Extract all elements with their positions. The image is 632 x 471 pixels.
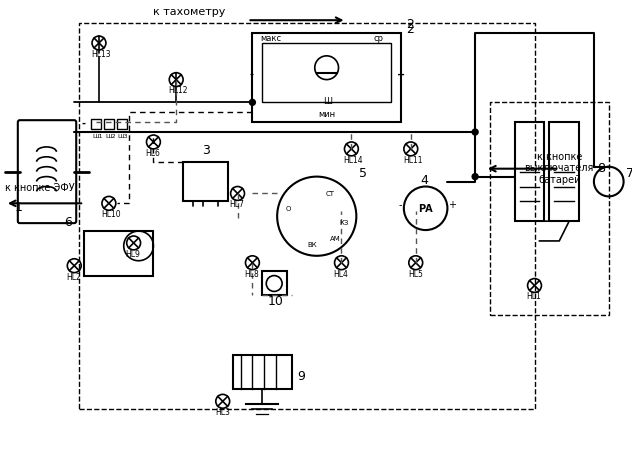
Bar xyxy=(514,122,544,221)
Text: к кнопке ЭФУ: к кнопке ЭФУ xyxy=(5,183,75,194)
Text: HL6: HL6 xyxy=(145,149,161,158)
Text: HL13: HL13 xyxy=(91,50,111,59)
Text: Ш1: Ш1 xyxy=(92,134,102,139)
Text: -: - xyxy=(399,200,403,210)
Text: HL9: HL9 xyxy=(126,250,140,259)
Text: РА: РА xyxy=(418,204,432,214)
Text: к кнопке
выключателя
батарей: к кнопке выключателя батарей xyxy=(525,152,594,185)
Text: 10: 10 xyxy=(267,295,283,309)
Text: HL11: HL11 xyxy=(403,156,422,165)
Text: HL10: HL10 xyxy=(101,210,121,219)
Text: 6: 6 xyxy=(64,216,72,229)
Text: КЗ: КЗ xyxy=(339,220,348,226)
Text: ср: ср xyxy=(373,34,383,43)
Text: HL7: HL7 xyxy=(229,200,245,209)
Bar xyxy=(91,119,101,129)
Text: +: + xyxy=(397,70,405,80)
Text: HL1: HL1 xyxy=(526,292,542,301)
Text: О: О xyxy=(286,206,291,211)
Bar xyxy=(262,271,287,295)
Text: -: - xyxy=(250,70,253,80)
Text: 5: 5 xyxy=(360,167,367,179)
Circle shape xyxy=(472,174,478,179)
Text: АМ: АМ xyxy=(330,236,341,243)
Bar xyxy=(84,231,154,276)
Circle shape xyxy=(472,129,478,135)
Text: HL4: HL4 xyxy=(334,269,348,278)
Text: HL14: HL14 xyxy=(343,156,363,165)
Text: мин: мин xyxy=(319,110,336,119)
Bar xyxy=(252,33,401,122)
Bar xyxy=(183,162,228,201)
Text: 9: 9 xyxy=(297,370,305,382)
Text: 8: 8 xyxy=(597,162,605,175)
Text: СТ: СТ xyxy=(325,191,335,197)
Text: HL3: HL3 xyxy=(215,408,229,417)
Text: к тахометру: к тахометру xyxy=(154,7,226,17)
Text: 1: 1 xyxy=(15,201,23,214)
Text: 2: 2 xyxy=(406,23,414,36)
Text: HL12: HL12 xyxy=(168,87,188,96)
Text: Ш2: Ш2 xyxy=(105,134,116,139)
Text: HL2: HL2 xyxy=(66,273,81,282)
Text: Ш: Ш xyxy=(323,97,332,106)
Text: 4: 4 xyxy=(421,173,428,187)
Bar xyxy=(233,355,292,390)
Bar xyxy=(104,119,114,129)
Text: 7: 7 xyxy=(626,167,632,179)
Text: HL8: HL8 xyxy=(245,269,259,278)
Text: макс: макс xyxy=(260,34,281,43)
Text: Ш3: Ш3 xyxy=(118,134,128,139)
Text: ВК: ВК xyxy=(307,243,317,248)
Bar xyxy=(79,23,535,409)
Text: HL5: HL5 xyxy=(408,269,423,278)
Bar xyxy=(262,43,391,102)
Text: 3: 3 xyxy=(202,144,210,157)
Circle shape xyxy=(250,99,255,106)
Text: -: - xyxy=(81,119,85,129)
Bar xyxy=(490,102,609,315)
Text: +: + xyxy=(448,200,456,210)
Bar xyxy=(549,122,579,221)
Text: 2: 2 xyxy=(406,18,414,31)
Bar xyxy=(117,119,126,129)
